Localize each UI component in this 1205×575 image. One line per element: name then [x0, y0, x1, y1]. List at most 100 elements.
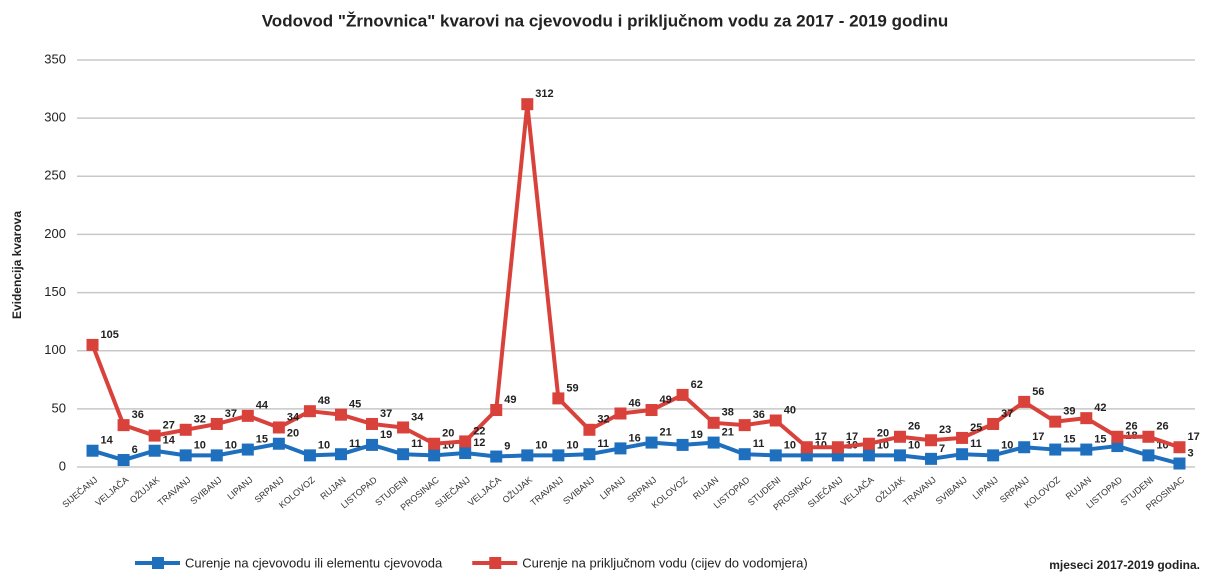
data-label: 22: [473, 425, 485, 437]
point-marker: [614, 442, 627, 455]
point-marker: [552, 449, 565, 462]
data-label: 26: [1156, 421, 1168, 433]
x-tick-label: TRAVANJ: [156, 475, 193, 508]
point-marker: [800, 441, 813, 454]
point-marker: [676, 388, 689, 401]
point-marker: [738, 448, 751, 461]
point-marker: [86, 444, 99, 457]
data-label: 26: [908, 421, 920, 433]
data-label: 10: [225, 439, 237, 451]
data-label: 37: [225, 408, 237, 420]
data-label: 312: [535, 88, 553, 100]
point-marker: [428, 449, 441, 462]
data-label: 15: [1063, 433, 1075, 445]
data-label: 34: [411, 411, 424, 423]
point-marker: [397, 448, 410, 461]
data-label: 7: [939, 443, 945, 455]
data-label: 48: [318, 395, 330, 407]
y-tick-label: 350: [44, 51, 66, 66]
point-marker: [1142, 449, 1155, 462]
point-marker: [583, 448, 596, 461]
data-label: 11: [411, 438, 423, 450]
point-marker: [893, 430, 906, 443]
data-label: 46: [628, 397, 640, 409]
x-tick-label: VELJAČA: [839, 475, 876, 508]
point-marker: [272, 421, 285, 434]
point-marker: [272, 437, 285, 450]
data-label: 10: [566, 439, 578, 451]
point-marker: [1080, 412, 1093, 425]
point-marker: [1049, 415, 1062, 428]
data-label: 10: [318, 439, 330, 451]
data-label: 12: [473, 437, 485, 449]
point-marker: [428, 437, 441, 450]
point-marker: [738, 419, 751, 432]
data-label: 10: [535, 439, 547, 451]
data-label: 15: [256, 433, 268, 445]
legend-label: Curenje na priključnom vodu (cijev do vo…: [522, 555, 807, 570]
point-marker: [645, 436, 658, 449]
data-label: 26: [1125, 421, 1137, 433]
y-tick-label: 200: [44, 226, 66, 241]
data-label: 45: [349, 399, 361, 411]
data-label: 10: [908, 439, 920, 451]
point-marker: [1080, 443, 1093, 456]
data-label: 44: [256, 400, 269, 412]
legend-marker: [152, 557, 164, 569]
point-marker: [707, 436, 720, 449]
point-marker: [459, 435, 472, 448]
point-marker: [1049, 443, 1062, 456]
point-marker: [987, 417, 1000, 430]
x-tick-label: TRAVANJ: [901, 475, 938, 508]
point-marker: [179, 449, 192, 462]
point-marker: [987, 449, 1000, 462]
data-label: 20: [877, 428, 889, 440]
data-label: 42: [1094, 402, 1106, 414]
x-tick-label: LIPANJ: [971, 475, 1000, 502]
x-tick-label: VELJAČA: [466, 475, 503, 508]
data-label: 36: [753, 409, 765, 421]
data-label: 27: [163, 420, 175, 432]
point-marker: [303, 449, 316, 462]
point-marker: [925, 434, 938, 447]
x-tick-label: LIPANJ: [225, 475, 254, 502]
x-tick-label: SVIBANJ: [188, 475, 223, 507]
data-label: 16: [628, 432, 640, 444]
y-tick-label: 0: [59, 458, 66, 473]
point-marker: [583, 423, 596, 436]
point-marker: [925, 452, 938, 465]
point-marker: [645, 404, 658, 417]
data-label: 23: [939, 424, 951, 436]
point-marker: [210, 449, 223, 462]
data-label: 17: [1032, 431, 1044, 443]
x-tick-label: RUJAN: [691, 475, 720, 502]
point-marker: [552, 392, 565, 405]
y-tick-label: 50: [52, 400, 66, 415]
point-marker: [614, 407, 627, 420]
point-marker: [117, 454, 130, 467]
point-marker: [1111, 430, 1124, 443]
data-label: 9: [504, 440, 510, 452]
point-marker: [148, 444, 161, 457]
point-marker: [831, 441, 844, 454]
data-label: 14: [101, 435, 114, 447]
point-marker: [366, 438, 379, 451]
point-marker: [459, 447, 472, 460]
x-tick-label: SIJEČANJ: [60, 475, 99, 510]
data-label: 10: [194, 439, 206, 451]
data-label: 15: [1094, 433, 1106, 445]
data-label: 21: [722, 426, 734, 438]
data-label: 20: [287, 428, 299, 440]
point-marker: [86, 338, 99, 351]
point-marker: [241, 409, 254, 422]
point-marker: [179, 423, 192, 436]
data-label: 38: [722, 407, 734, 419]
point-marker: [490, 450, 503, 463]
point-marker: [334, 408, 347, 421]
data-label: 11: [970, 438, 982, 450]
data-label: 37: [1001, 408, 1013, 420]
x-axis-label: mjeseci 2017-2019 godina.: [1049, 558, 1200, 572]
y-tick-label: 150: [44, 284, 66, 299]
x-tick-label: TRAVANJ: [528, 475, 565, 508]
